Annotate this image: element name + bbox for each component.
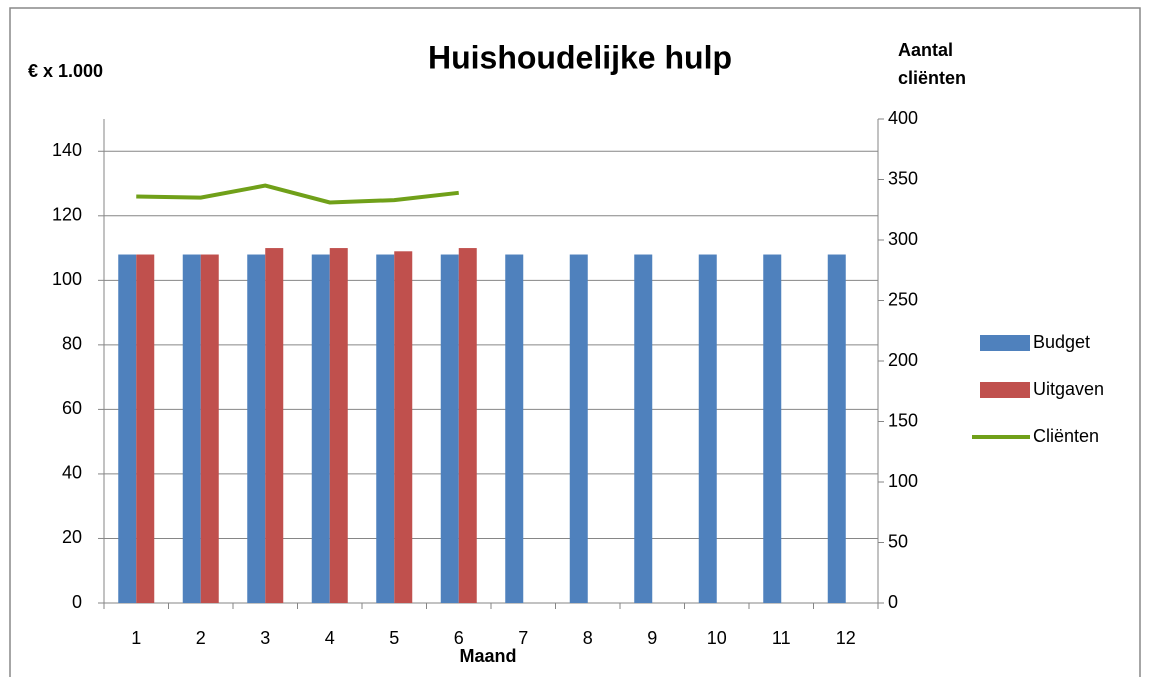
legend-label: Uitgaven: [1033, 379, 1104, 399]
y2-axis-label: Aantal cliënten: [898, 40, 967, 88]
y-tick-label: 140: [52, 140, 82, 160]
legend-label: Budget: [1033, 332, 1090, 352]
y2-tick-label: 100: [888, 471, 918, 491]
y2-tick-label: 350: [888, 168, 918, 188]
y2-tick-label: 150: [888, 410, 918, 430]
legend-label: Cliënten: [1033, 426, 1099, 446]
x-axis-label: Maand: [459, 646, 516, 666]
bar: [376, 254, 395, 603]
bar: [440, 254, 459, 603]
bar: [394, 251, 413, 603]
bar: [634, 254, 653, 603]
x-tick-label: 1: [131, 628, 141, 648]
x-tick-label: 9: [647, 628, 657, 648]
legend-swatch: [980, 335, 1030, 351]
x-tick-label: 3: [260, 628, 270, 648]
line-series: [136, 183, 459, 205]
x-tick-label: 8: [583, 628, 593, 648]
y-tick-label: 0: [72, 592, 82, 612]
bar: [698, 254, 717, 603]
x-tick-label: 5: [389, 628, 399, 648]
chart-border: [9, 7, 1141, 677]
legend-swatch: [980, 382, 1030, 398]
bar: [329, 248, 348, 604]
y2-tick-label: 300: [888, 229, 918, 249]
y2-tick-label: 400: [888, 108, 918, 128]
y-tick-label: 20: [62, 527, 82, 547]
chart-title: Huishoudelijke hulp: [428, 39, 732, 75]
bar: [458, 248, 477, 604]
bar: [118, 254, 137, 603]
bar: [827, 254, 846, 603]
x-tick-label: 6: [454, 628, 464, 648]
x-tick-label: 7: [518, 628, 528, 648]
bar: [136, 254, 155, 603]
x-tick-label: 4: [325, 628, 335, 648]
x-tick-label: 11: [772, 628, 791, 648]
bar: [505, 254, 524, 603]
y-tick-label: 120: [52, 205, 82, 225]
bar: [763, 254, 782, 603]
x-tick-label: 10: [707, 628, 727, 648]
y-tick-label: 80: [62, 334, 82, 354]
y-tick-label: 60: [62, 398, 82, 418]
x-tick-label: 12: [836, 628, 856, 648]
y2-tick-label: 250: [888, 289, 918, 309]
y2-tick-label: 50: [888, 531, 908, 551]
y2-tick-label: 200: [888, 350, 918, 370]
bar: [311, 254, 330, 603]
bar: [200, 254, 219, 603]
bar: [569, 254, 588, 603]
bar: [265, 248, 284, 604]
bar: [182, 254, 201, 603]
y-tick-label: 100: [52, 269, 82, 289]
bar: [247, 254, 266, 603]
y2-tick-label: 0: [888, 592, 898, 612]
y-axis-label: € x 1.000: [28, 61, 103, 81]
y-tick-label: 40: [62, 463, 82, 483]
x-tick-label: 2: [196, 628, 206, 648]
